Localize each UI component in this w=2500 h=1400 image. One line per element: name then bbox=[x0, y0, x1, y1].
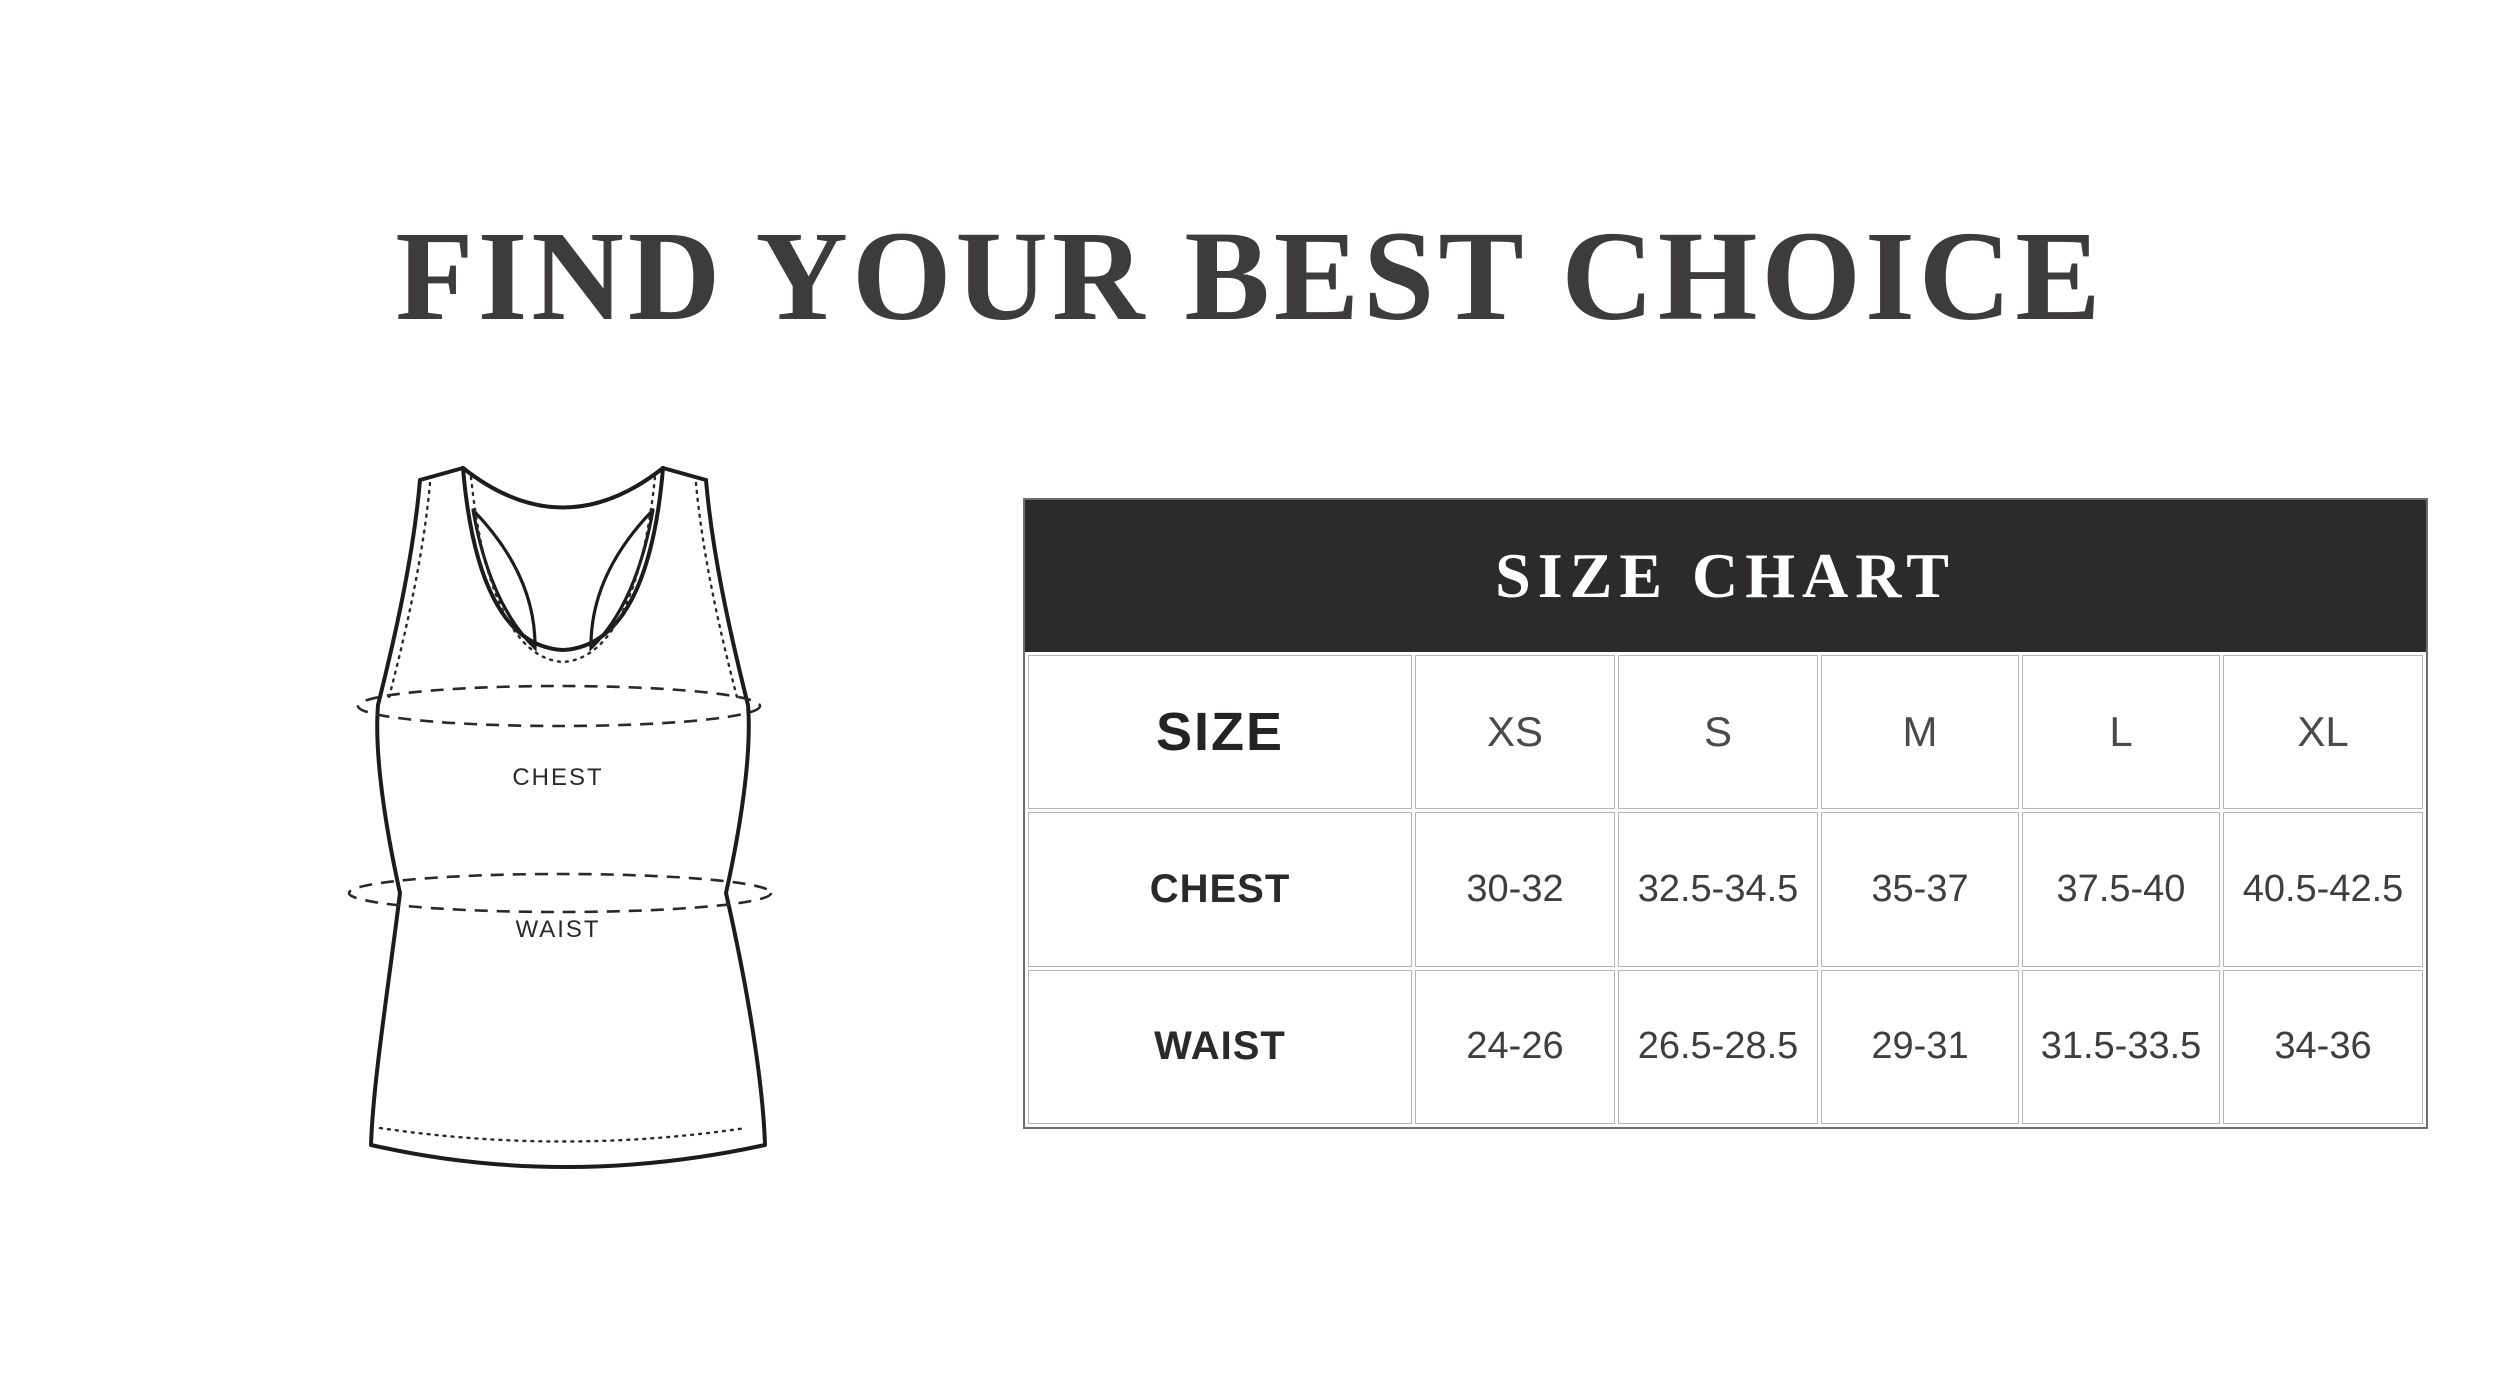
armhole-left bbox=[471, 508, 537, 652]
waist-value-xl: 34-36 bbox=[2223, 969, 2423, 1124]
waist-label: WAIST bbox=[515, 916, 600, 943]
chest-label: CHEST bbox=[512, 764, 603, 791]
stitch-scoop bbox=[469, 475, 657, 664]
chest-value-s: 32.5-34.5 bbox=[1618, 812, 1818, 967]
strap-top-right bbox=[661, 466, 708, 482]
back-scoop bbox=[461, 466, 665, 652]
page-title: FIND YOUR BEST CHOICE bbox=[395, 205, 2105, 347]
strap-top-left bbox=[418, 466, 465, 482]
stitch-strap-left bbox=[386, 481, 432, 703]
tank-top-diagram: CHEST WAIST bbox=[347, 466, 773, 1169]
waist-value-m: 29-31 bbox=[1821, 969, 2019, 1124]
size-chart-header-title: SIZE CHART bbox=[1495, 540, 1956, 611]
waist-value-s: 26.5-28.5 bbox=[1618, 969, 1818, 1124]
waist-measurement-line bbox=[347, 872, 773, 914]
column-header-xs: XS bbox=[1415, 655, 1615, 810]
chest-measurement-line bbox=[356, 684, 762, 728]
size-chart-table: SIZE CHART SIZE XS S M L XL CHEST 30-32 … bbox=[1023, 498, 2428, 1129]
row-label-waist: WAIST bbox=[1028, 969, 1412, 1124]
stitch-strap-right bbox=[694, 481, 740, 703]
column-header-xl: XL bbox=[2223, 655, 2423, 810]
waist-value-l: 31.5-33.5 bbox=[2022, 969, 2220, 1124]
size-chart-grid: SIZE XS S M L XL CHEST 30-32 32.5-34.5 3… bbox=[1025, 652, 2426, 1127]
column-header-size: SIZE bbox=[1028, 655, 1412, 810]
size-chart-header: SIZE CHART bbox=[1025, 500, 2426, 652]
chest-value-m: 35-37 bbox=[1821, 812, 2019, 967]
row-label-chest: CHEST bbox=[1028, 812, 1412, 967]
chest-value-l: 37.5-40 bbox=[2022, 812, 2220, 967]
stitch-hem bbox=[378, 1126, 748, 1143]
tank-outline bbox=[369, 478, 767, 1169]
armhole-right bbox=[589, 508, 655, 652]
waist-value-xs: 24-26 bbox=[1415, 969, 1615, 1124]
chest-value-xs: 30-32 bbox=[1415, 812, 1615, 967]
front-neckline bbox=[461, 466, 665, 510]
column-header-m: M bbox=[1821, 655, 2019, 810]
column-header-l: L bbox=[2022, 655, 2220, 810]
chest-value-xl: 40.5-42.5 bbox=[2223, 812, 2423, 967]
column-header-s: S bbox=[1618, 655, 1818, 810]
